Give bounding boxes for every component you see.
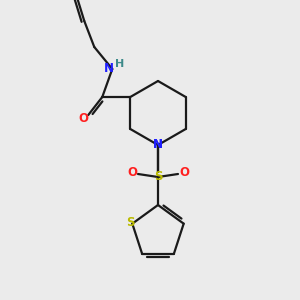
Text: O: O <box>127 167 137 179</box>
Text: N: N <box>153 139 163 152</box>
Text: S: S <box>126 216 135 229</box>
Text: O: O <box>179 167 189 179</box>
Text: O: O <box>78 112 88 124</box>
Text: H: H <box>115 59 124 69</box>
Text: N: N <box>153 139 163 152</box>
Text: S: S <box>154 170 162 184</box>
Text: N: N <box>104 61 114 74</box>
